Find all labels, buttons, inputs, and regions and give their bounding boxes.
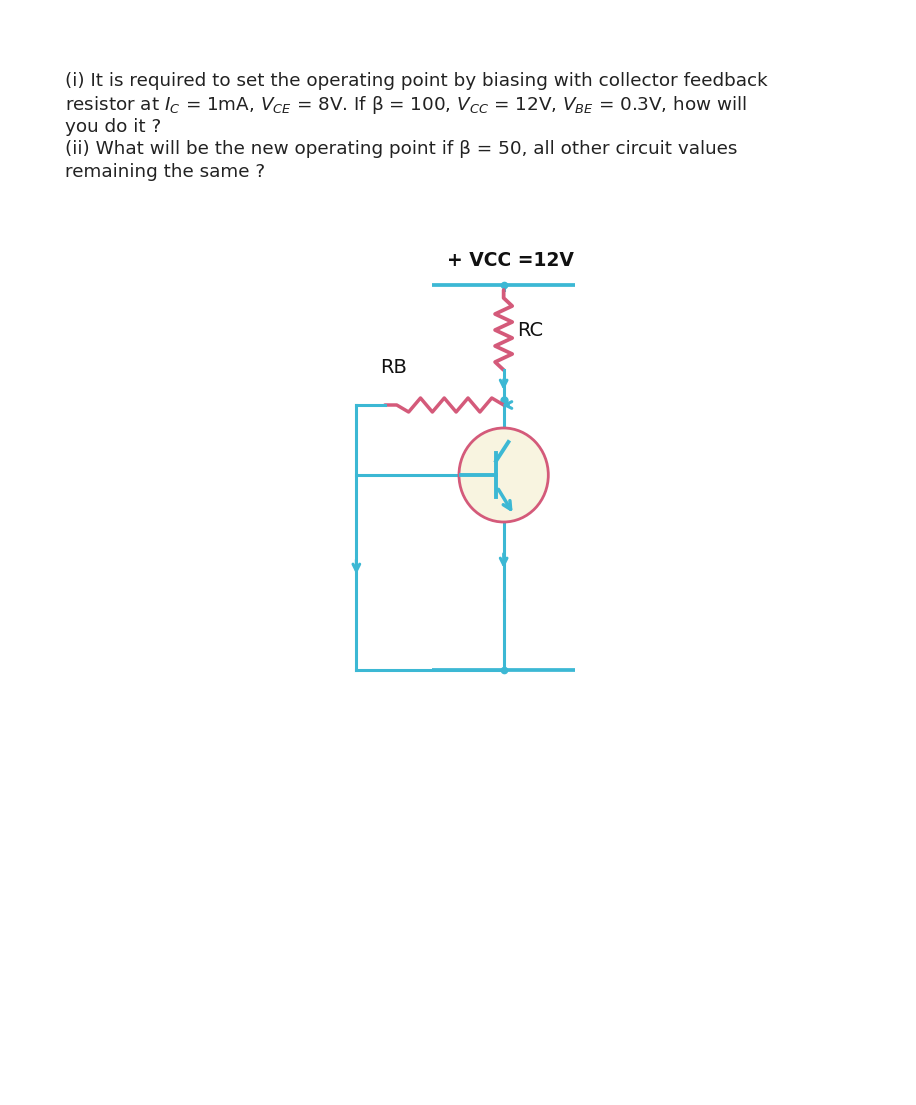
Text: resistor at $I_C$ = 1mA, $V_{CE}$ = 8V. If β = 100, $V_{CC}$ = 12V, $V_{BE}$ = 0: resistor at $I_C$ = 1mA, $V_{CE}$ = 8V. … [65,94,747,116]
Text: you do it ?: you do it ? [65,118,161,136]
Circle shape [459,428,549,522]
Text: remaining the same ?: remaining the same ? [65,164,265,181]
Text: RB: RB [380,358,407,377]
Text: (ii) What will be the new operating point if β = 50, all other circuit values: (ii) What will be the new operating poin… [65,140,737,158]
Text: + VCC =12V: + VCC =12V [447,251,573,270]
Text: RC: RC [517,320,543,339]
Text: (i) It is required to set the operating point by biasing with collector feedback: (i) It is required to set the operating … [65,72,768,90]
